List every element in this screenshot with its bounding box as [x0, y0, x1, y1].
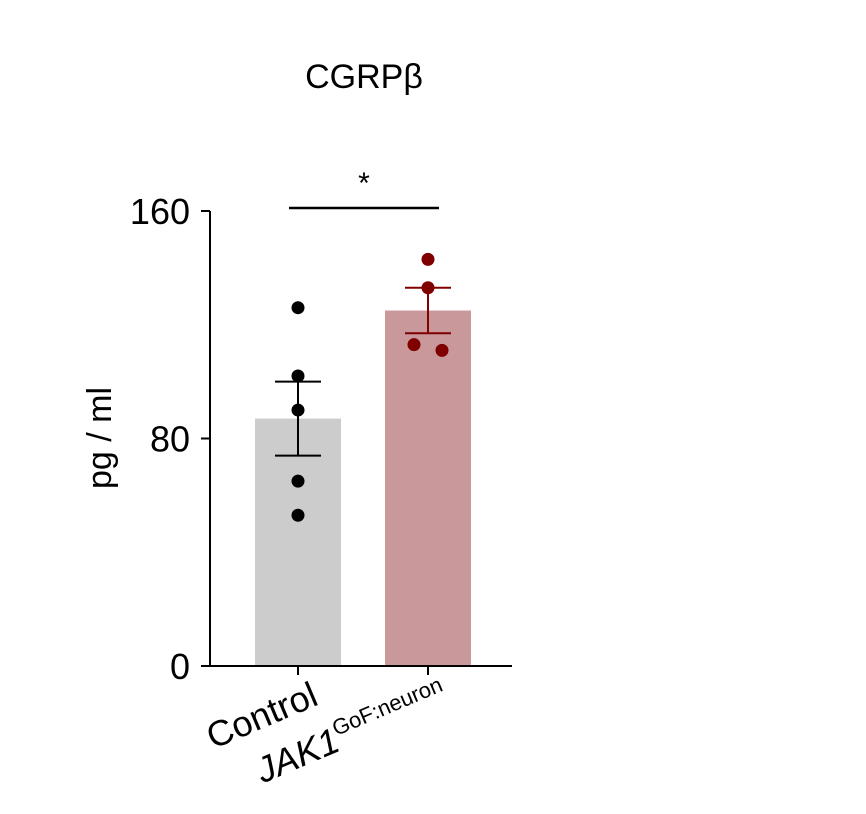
data-point-1-3	[435, 343, 449, 357]
error-bars-layer	[275, 286, 451, 457]
significance-bracket: *	[289, 167, 439, 210]
points-layer	[291, 252, 449, 522]
data-point-0-3	[291, 474, 305, 488]
data-point-1-0	[421, 252, 435, 266]
x-tick-label-sup-1: GoF:neuron	[328, 672, 446, 741]
significance-label: *	[358, 167, 370, 200]
data-point-0-4	[291, 508, 305, 522]
y-tick-label-0: 0	[170, 646, 190, 687]
data-point-0-0	[291, 301, 305, 315]
y-tick-label-2: 160	[130, 191, 190, 232]
bar-1	[385, 310, 471, 666]
data-point-1-2	[407, 338, 421, 352]
y-ticks: 0 80 160	[130, 191, 210, 687]
y-tick-label-1: 80	[150, 419, 190, 460]
data-point-0-1	[291, 369, 305, 383]
bar-0	[255, 418, 341, 666]
chart-title: CGRPβ	[305, 58, 423, 96]
bars-layer	[255, 310, 471, 666]
y-axis-label: pg / ml	[81, 387, 119, 489]
